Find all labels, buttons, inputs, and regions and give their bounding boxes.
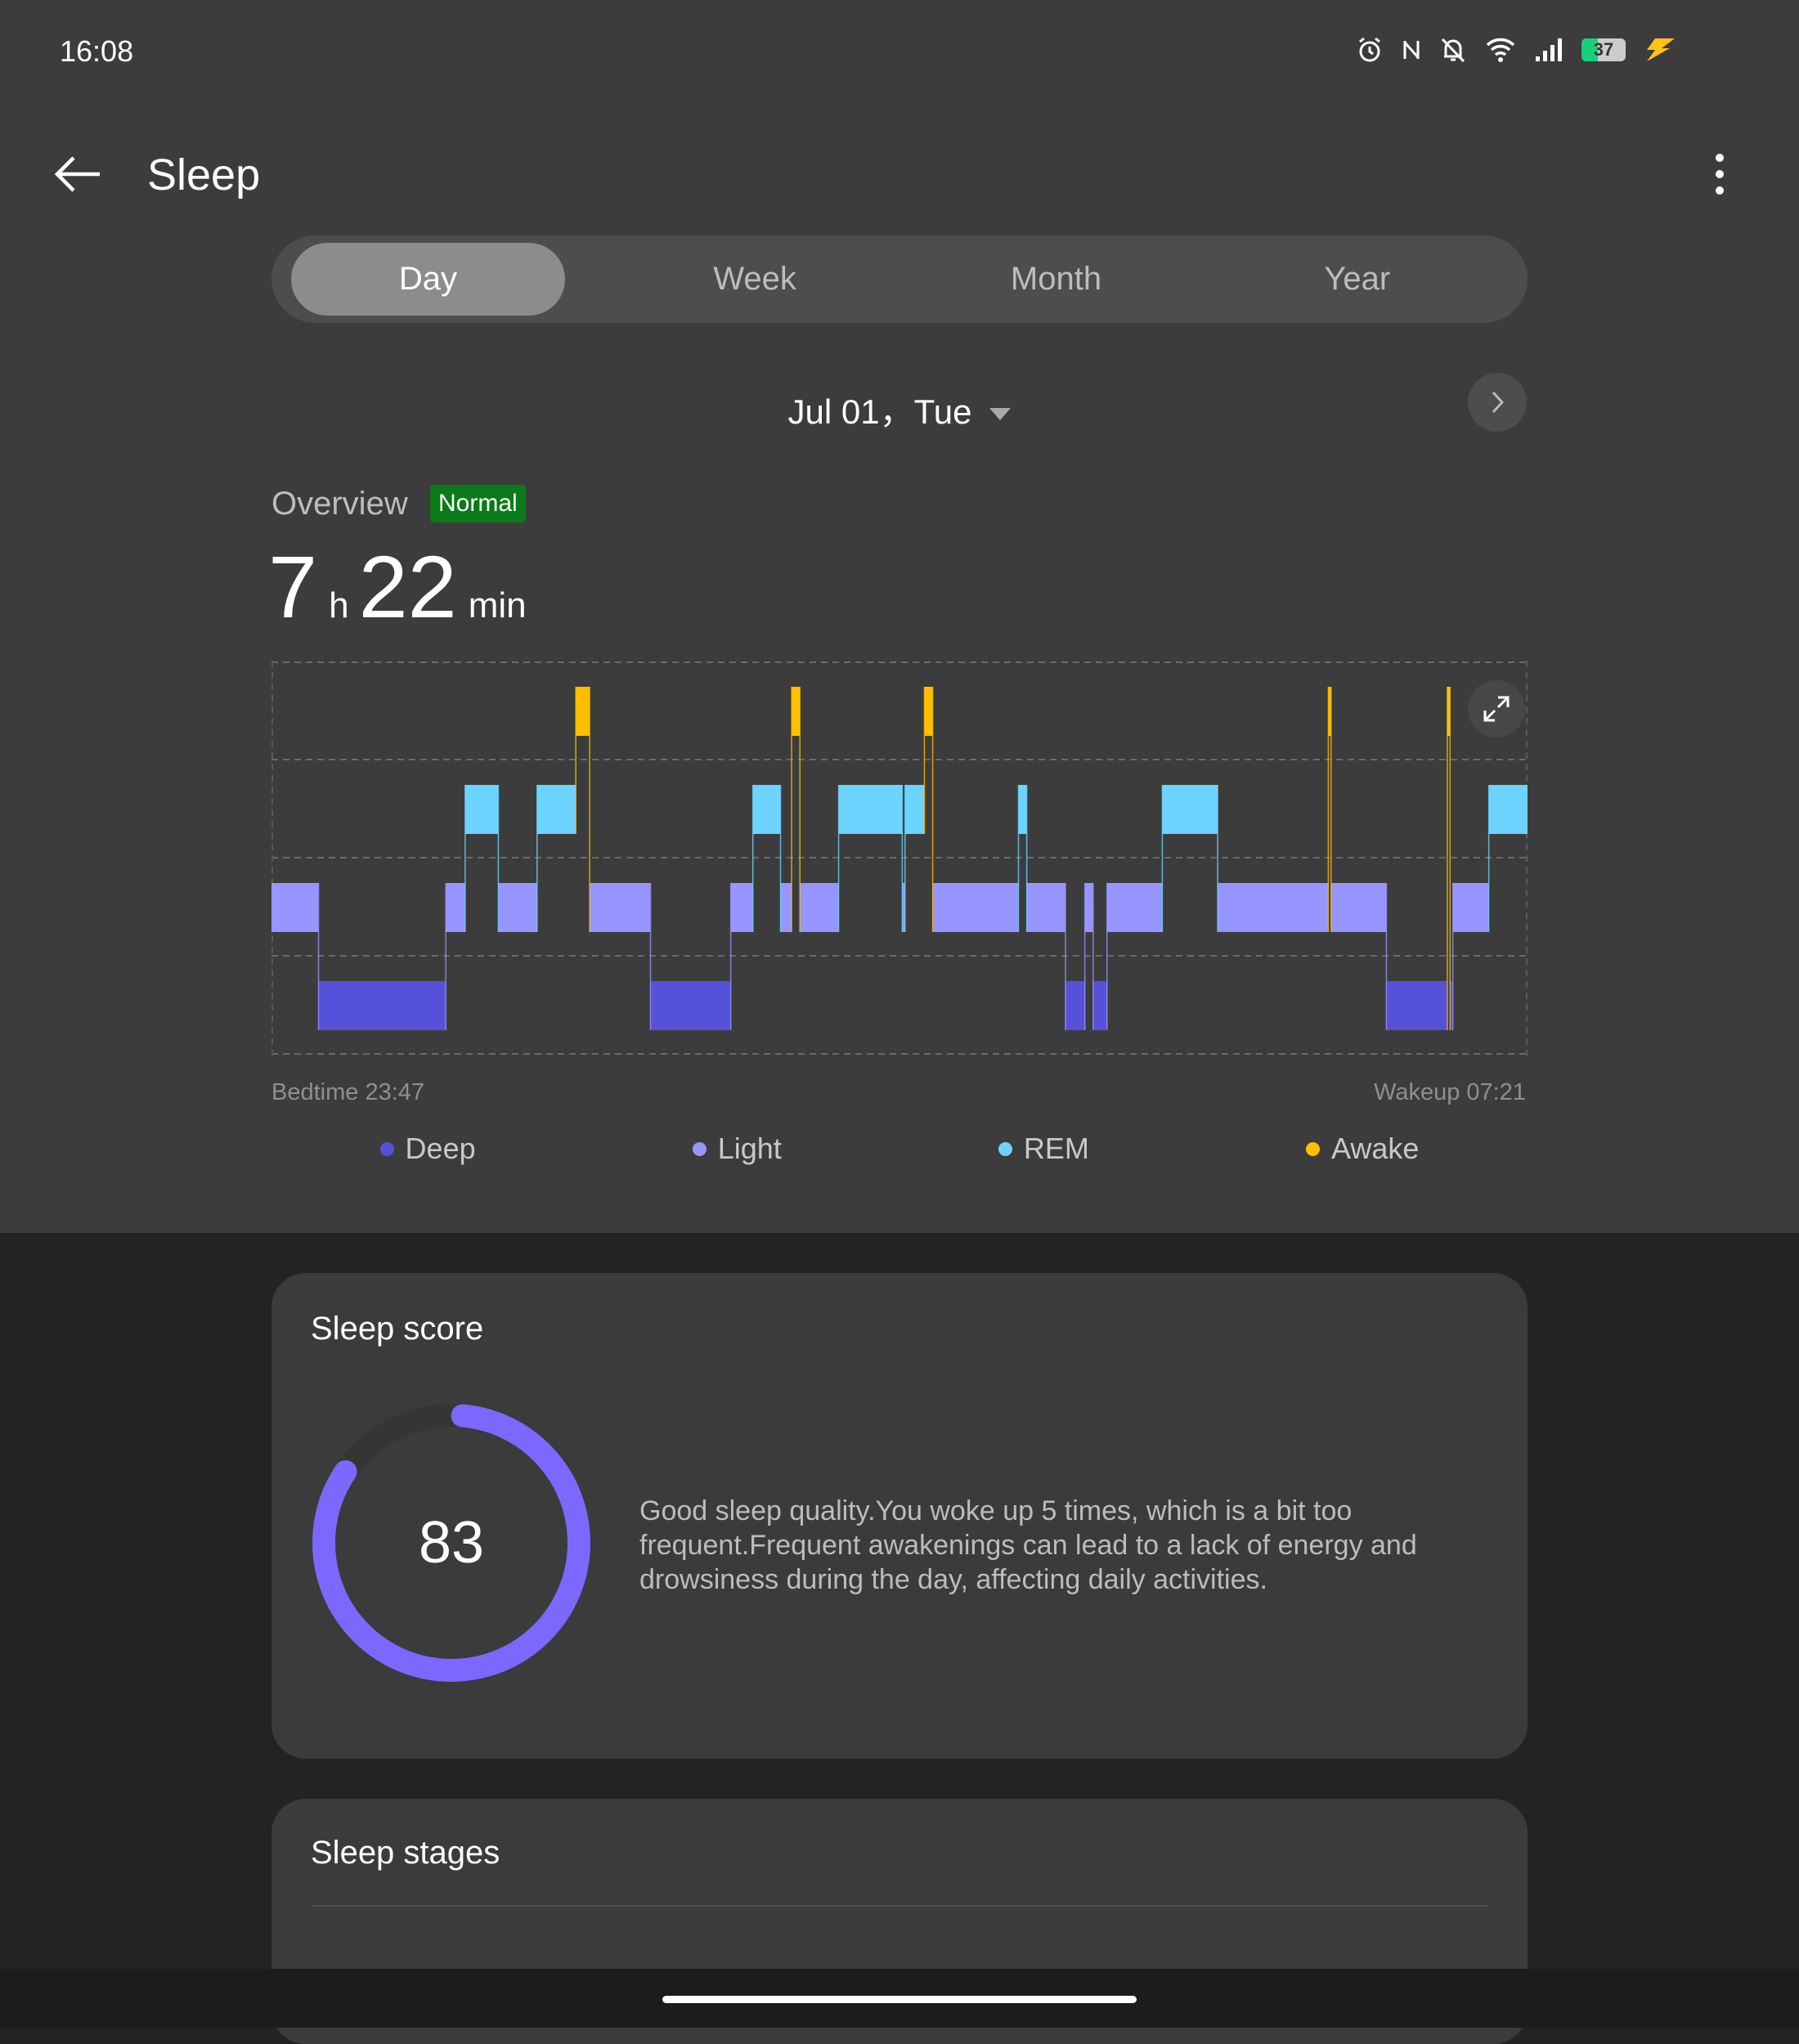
segment-awake [924, 687, 933, 736]
legend-light: Light [692, 1132, 782, 1166]
back-arrow-icon[interactable] [51, 154, 108, 195]
charging-icon [1647, 38, 1675, 61]
overview-label: Overview [271, 486, 408, 522]
light-dot-icon [692, 1141, 707, 1156]
status-icons: 37 [1356, 36, 1676, 64]
segment-rem [1162, 785, 1218, 834]
segment-awake [792, 687, 801, 736]
nfc-icon [1403, 41, 1420, 59]
sleep-score-card[interactable]: Sleep score 83 Good sleep quality.You wo… [271, 1273, 1528, 1759]
bedtime-label: Bedtime 23:47 [271, 1079, 425, 1105]
status-time: 16:08 [60, 34, 134, 68]
segment-light [730, 883, 753, 932]
tab-month[interactable]: Month [1010, 261, 1102, 297]
tab-year[interactable]: Year [1324, 261, 1391, 297]
segment-rem [1018, 785, 1027, 834]
segment-deep [1065, 981, 1085, 1030]
segment-rem [752, 785, 781, 834]
segment-light [800, 883, 839, 932]
segment-awake [576, 687, 590, 736]
minutes-unit: min [468, 585, 527, 625]
segment-light [1026, 883, 1065, 932]
sleep-duration: 7 h 22 min [268, 536, 536, 638]
date-picker[interactable]: Jul 01，Tue [0, 384, 1799, 434]
period-tabs: Day Week Month Year [271, 235, 1528, 323]
next-day-button[interactable] [1468, 373, 1527, 432]
legend-awake: Awake [1306, 1132, 1419, 1166]
wifi-icon [1486, 38, 1515, 62]
dropdown-caret-icon [989, 408, 1012, 421]
date-label: Jul 01，Tue [787, 392, 972, 431]
tab-day[interactable]: Day [291, 243, 565, 316]
segment-light [1106, 883, 1163, 932]
rem-dot-icon [998, 1141, 1012, 1156]
chart-legend: Deep Light REM Awake [271, 1132, 1528, 1166]
wakeup-label: Wakeup 07:21 [1374, 1079, 1526, 1105]
hours-unit: h [329, 585, 349, 625]
legend-label: Awake [1331, 1132, 1420, 1165]
divider [311, 1905, 1488, 1907]
card-title: Sleep stages [311, 1835, 500, 1871]
segment-light [1084, 883, 1093, 932]
segment-deep [318, 981, 446, 1030]
segment-light [271, 883, 319, 932]
tab-week[interactable]: Week [713, 261, 796, 297]
segment-light [446, 883, 465, 932]
expand-icon [1483, 696, 1510, 722]
legend-label: Light [717, 1132, 782, 1165]
ring-progress [312, 1404, 590, 1682]
page-title: Sleep [147, 150, 261, 199]
legend-rem: REM [998, 1132, 1089, 1166]
chevron-right-icon [1492, 391, 1505, 414]
status-badge: Normal [430, 485, 526, 522]
segment-light [780, 883, 792, 932]
segment-rem [1488, 785, 1528, 834]
card-title: Sleep score [311, 1311, 484, 1347]
segment-deep [650, 981, 731, 1030]
duration-hours: 7 [268, 537, 318, 636]
sleep-stage-chart [271, 661, 1528, 1056]
expand-chart-button[interactable] [1468, 680, 1525, 737]
segment-awake [1447, 687, 1451, 736]
legend-label: Deep [405, 1132, 476, 1165]
sleep-score-value: 83 [418, 1510, 485, 1576]
deep-dot-icon [379, 1141, 394, 1156]
overview-section [0, 0, 1799, 1233]
segment-deep [1092, 981, 1107, 1030]
segment-light [1218, 883, 1329, 932]
legend-label: REM [1023, 1132, 1089, 1165]
sleep-score-description: Good sleep quality.You woke up 5 times, … [639, 1495, 1417, 1595]
segment-light [590, 883, 651, 932]
segment-light [1330, 883, 1387, 932]
awake-dot-icon [1306, 1141, 1321, 1156]
segment-awake [1328, 687, 1331, 736]
legend-deep: Deep [379, 1132, 476, 1166]
segment-light [498, 883, 537, 932]
signal-icon [1536, 38, 1562, 61]
segment-rem [464, 785, 499, 834]
segment-light [932, 883, 1019, 932]
segment-light [1452, 883, 1489, 932]
bell-off-icon [1441, 38, 1465, 63]
segment-rem [904, 785, 925, 834]
segment-deep [1386, 981, 1447, 1030]
segment-light [902, 883, 905, 932]
segment-rem [536, 785, 576, 834]
duration-minutes: 22 [358, 537, 457, 636]
home-indicator[interactable] [662, 1996, 1137, 2003]
segment-rem [838, 785, 903, 834]
alarm-icon [1359, 37, 1380, 62]
battery-icon: 37 [1581, 38, 1626, 61]
score-ring [312, 1404, 590, 1682]
segment-deep [1450, 981, 1453, 1030]
more-options-icon[interactable] [1707, 151, 1732, 197]
